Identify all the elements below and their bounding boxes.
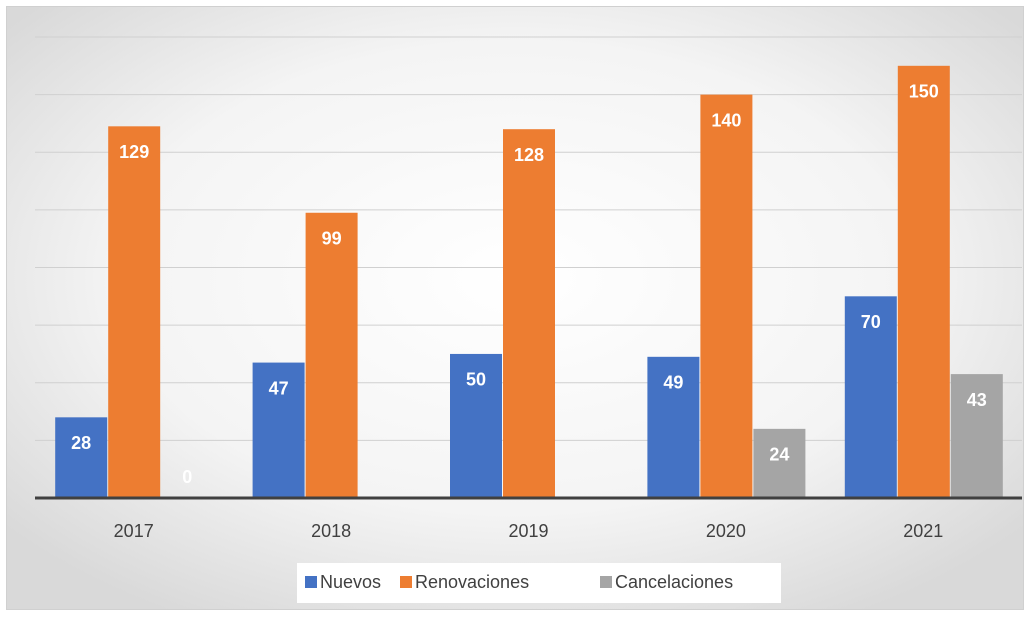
x-tick-label: 2018 [311, 521, 351, 541]
data-label: 0 [182, 467, 192, 487]
bar [503, 129, 555, 498]
legend-box [297, 563, 781, 603]
data-label: 24 [769, 445, 789, 465]
data-label: 43 [967, 390, 987, 410]
bar [897, 65, 950, 498]
bar [647, 356, 700, 498]
data-label: 140 [711, 110, 741, 130]
legend-label: Renovaciones [415, 572, 529, 592]
bar [950, 374, 1003, 498]
x-tick-label: 2021 [903, 521, 943, 541]
data-label: 50 [466, 370, 486, 390]
data-label: 150 [909, 82, 939, 102]
legend-label: Nuevos [320, 572, 381, 592]
bar [450, 353, 502, 498]
data-label: 49 [663, 373, 683, 393]
data-label: 70 [861, 312, 881, 332]
x-tick-label: 2017 [114, 521, 154, 541]
bar [305, 212, 358, 498]
bar [844, 296, 897, 498]
legend-swatch [305, 576, 317, 588]
bar [55, 417, 108, 498]
data-label: 99 [322, 229, 342, 249]
data-label: 129 [119, 142, 149, 162]
data-label: 28 [71, 433, 91, 453]
bar [252, 362, 305, 498]
data-label: 128 [514, 145, 544, 165]
x-tick-label: 2019 [508, 521, 548, 541]
bar [753, 428, 806, 498]
x-tick-label: 2020 [706, 521, 746, 541]
data-label: 47 [269, 378, 289, 398]
legend-label: Cancelaciones [615, 572, 733, 592]
bar [108, 126, 161, 498]
legend-swatch [600, 576, 612, 588]
legend-swatch [400, 576, 412, 588]
bar [700, 94, 753, 498]
